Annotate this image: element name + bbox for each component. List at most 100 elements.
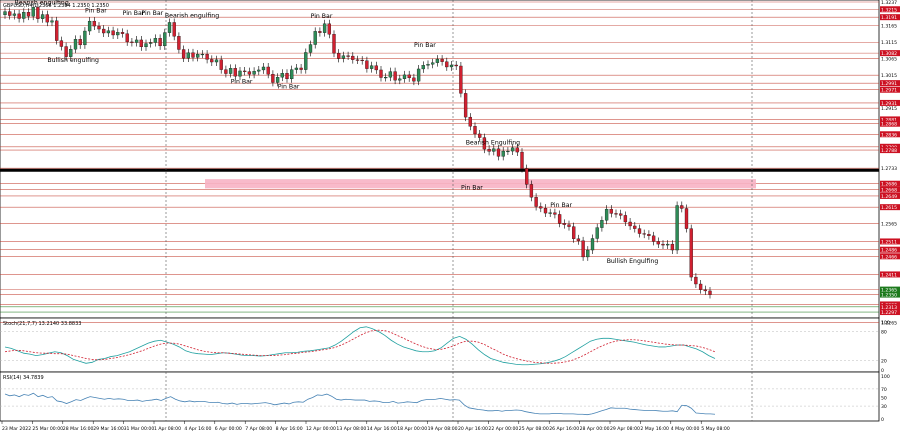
price-tick-label: 1.2486: [881, 248, 897, 254]
candle-body: [388, 71, 393, 78]
candle-body: [510, 147, 515, 152]
candle-body: [609, 208, 613, 214]
candle-body: [73, 39, 78, 50]
candle-body: [614, 213, 618, 215]
candle-body: [680, 205, 684, 209]
candle-body: [64, 46, 68, 57]
rsi-pane-frame: [0, 371, 880, 422]
candle-body: [322, 23, 327, 33]
price-tick-label: 1.3191: [881, 15, 897, 21]
candle-body: [590, 238, 595, 251]
candle-body: [308, 44, 313, 53]
stoch-pane-frame: [0, 317, 880, 373]
candle-body: [539, 206, 543, 209]
candle-body: [374, 65, 378, 71]
candle-body: [275, 77, 280, 83]
candle-body: [214, 59, 219, 63]
candle-body: [478, 133, 482, 138]
price-tag: [880, 86, 900, 93]
rsi-scale-label: 100: [881, 374, 890, 380]
pattern-label: Pin Bar: [550, 202, 572, 209]
candle-body: [543, 207, 548, 214]
candle-body: [233, 68, 237, 77]
rsi-title: RSI(14) 34.7839: [3, 375, 44, 381]
candle-body: [661, 243, 665, 246]
price-tick-label: 1.3115: [881, 40, 897, 46]
candle-body: [299, 67, 303, 70]
candle-body: [595, 227, 599, 239]
time-tick-label: 12 Apr 00:00: [306, 426, 336, 432]
rsi-line: [4, 392, 716, 416]
time-tick-label: 13 Apr 08:00: [336, 426, 366, 432]
price-tag: [880, 14, 900, 21]
candle-body: [163, 32, 167, 47]
candle-body: [459, 65, 463, 94]
price-tick-label: 1.2915: [881, 106, 897, 112]
price-tag: [880, 116, 900, 123]
candle-body: [604, 208, 609, 221]
symbol-info: GBPUSD,H4 1.2366 1.2384 1.2350 1.2350: [3, 3, 109, 9]
candle-body: [628, 221, 632, 227]
candle-body: [167, 22, 172, 33]
candle-body: [369, 65, 374, 69]
candle-body: [557, 214, 562, 224]
candle-body: [496, 148, 501, 157]
candle-body: [181, 49, 186, 59]
candle-body: [576, 238, 581, 241]
candle-body: [17, 13, 21, 19]
supply-zone-rect: [205, 179, 756, 189]
stoch-main-line: [4, 326, 716, 366]
pattern-label: Bearish engulfing: [165, 13, 219, 20]
candle-body: [398, 78, 402, 81]
candle-body: [172, 22, 176, 37]
candle-body: [224, 69, 228, 74]
stoch-scale-label: 20: [881, 358, 887, 364]
price-tag: [880, 80, 900, 87]
candle-body: [45, 14, 49, 23]
candle-body: [637, 228, 642, 234]
price-tick-label: 1.2350: [881, 293, 897, 299]
time-tick-label: 28 Mar 16:00: [63, 426, 94, 432]
pattern-label: Pin Bar: [231, 78, 253, 85]
time-tick-label: 4 Apr 16:00: [184, 426, 211, 432]
candle-body: [125, 33, 129, 43]
price-tick-label: 1.2868: [881, 122, 897, 128]
time-tick-label: 6 Apr 00:00: [215, 426, 242, 432]
pattern-label: Pin Bar: [414, 42, 436, 49]
time-tick-label: 26 Apr 16:00: [549, 426, 579, 432]
candle-body: [318, 31, 322, 33]
candle-body: [384, 77, 388, 79]
candle-body: [26, 12, 31, 17]
candle-body: [435, 58, 440, 63]
candle-body: [3, 11, 7, 16]
price-tag: [880, 147, 900, 154]
candle-body: [529, 184, 534, 198]
rsi-scale-label: 30: [881, 404, 887, 410]
candle-body: [332, 34, 336, 54]
candle-body: [440, 58, 444, 62]
stoch-title: Stoch(21,7,7) 13.2140 33.8833: [3, 321, 81, 327]
candle-body: [365, 60, 369, 69]
candle-body: [473, 126, 477, 135]
time-tick-label: 25 Mar 00:00: [32, 426, 63, 432]
time-tick-label: 29 Mar 16:00: [93, 426, 124, 432]
candle-body: [261, 66, 266, 71]
price-tag: [880, 238, 900, 245]
candle-body: [698, 283, 703, 290]
candle-body: [210, 59, 214, 63]
price-tag: [880, 99, 900, 106]
price-tick-label: 1.2565: [881, 222, 897, 228]
candle-body: [290, 69, 294, 80]
price-tick-label: 1.2881: [881, 117, 897, 123]
price-tick-label: 1.2511: [881, 239, 897, 245]
candle-body: [647, 234, 651, 237]
price-tick-label: 1.2297: [881, 310, 897, 316]
candle-body: [228, 68, 233, 74]
candle-body: [116, 32, 120, 36]
candle-body: [294, 67, 299, 70]
candle-body: [421, 65, 425, 70]
candle-body: [247, 71, 252, 75]
time-tick-label: 20 Apr 16:00: [458, 426, 488, 432]
candle-body: [22, 12, 26, 19]
